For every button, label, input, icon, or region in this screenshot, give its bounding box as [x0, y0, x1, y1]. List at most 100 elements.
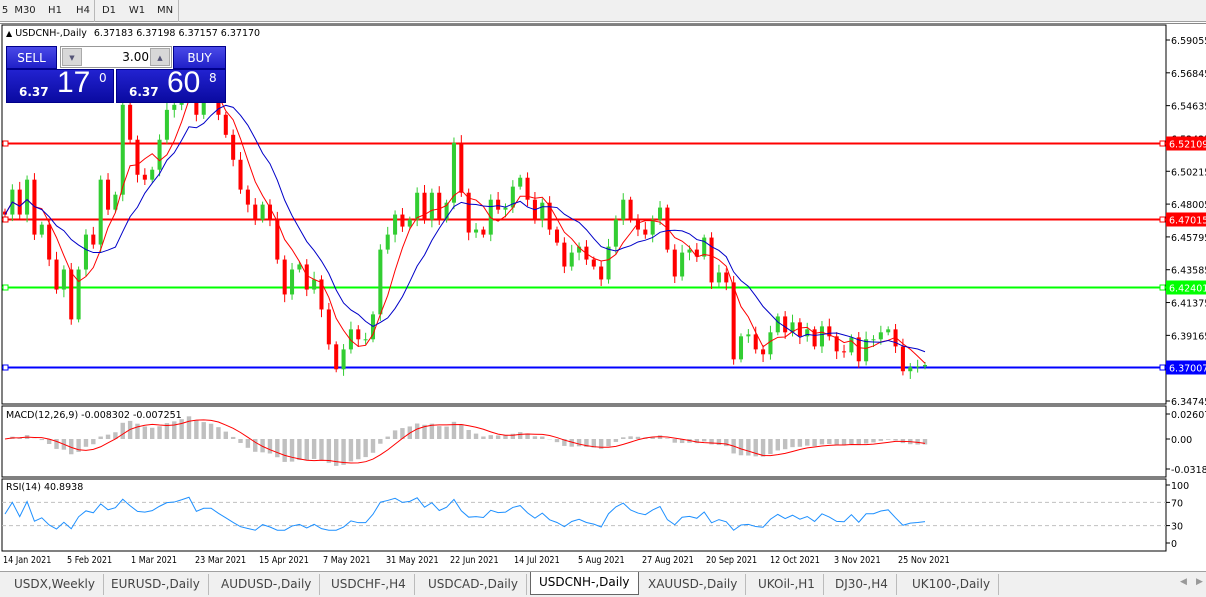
- price-tick-label: 6.45795: [1171, 233, 1206, 244]
- collapse-triangle-icon[interactable]: ▲: [6, 29, 13, 38]
- candle-body: [459, 142, 464, 193]
- level-price-badge: [1166, 136, 1206, 151]
- timeframe-w1[interactable]: W1: [128, 5, 146, 16]
- timeframe-d1[interactable]: D1: [101, 5, 117, 16]
- candle-body: [503, 207, 508, 210]
- timeframe-mn[interactable]: MN: [156, 5, 174, 16]
- chart-tab[interactable]: USDX,Weekly: [6, 574, 104, 595]
- candle-body: [164, 109, 169, 140]
- candle: [304, 259, 309, 297]
- buy-button[interactable]: BUY: [173, 46, 226, 69]
- date-tick-label: 15 Apr 2021: [258, 555, 309, 566]
- buy-price[interactable]: 6.37 60 8: [116, 66, 226, 103]
- candle: [415, 187, 420, 227]
- candle: [363, 332, 368, 345]
- macd-label: MACD(12,26,9) -0.008302 -0.007251: [6, 410, 182, 421]
- sell-price[interactable]: 6.37 17 0: [6, 66, 114, 103]
- candle: [54, 251, 59, 294]
- candle: [628, 196, 633, 223]
- level-price-badge: [1166, 212, 1206, 227]
- candle: [25, 175, 30, 223]
- candle-body: [245, 189, 250, 205]
- candle-body: [378, 249, 383, 315]
- increase-lot-icon[interactable]: ▲: [150, 48, 170, 66]
- candle: [716, 264, 721, 287]
- candle: [768, 325, 773, 360]
- candle-body: [113, 194, 118, 210]
- candle-body: [599, 266, 604, 280]
- chart-tab[interactable]: XAUUSD-,Daily: [640, 574, 747, 595]
- scroll-left-icon[interactable]: ◀: [1180, 577, 1187, 587]
- candle-body: [69, 269, 74, 320]
- date-tick-label: 20 Sep 2021: [705, 555, 758, 566]
- candle: [172, 100, 177, 118]
- date-tick-label: 7 May 2021: [322, 555, 371, 566]
- chart-tab[interactable]: USDCAD-,Daily: [420, 574, 527, 595]
- candle-body: [223, 114, 228, 135]
- candle-body: [922, 364, 928, 367]
- candle-body: [687, 249, 692, 253]
- candle: [422, 185, 427, 224]
- candle: [643, 221, 648, 239]
- chart-tab[interactable]: EURUSD-,Daily: [103, 574, 209, 595]
- lot-size-stepper[interactable]: ▼ 3.00 ▲: [60, 46, 172, 68]
- level-handle: [2, 364, 9, 371]
- lot-size-input[interactable]: 3.00: [122, 50, 149, 64]
- candle-body: [878, 332, 883, 340]
- candle-body: [672, 249, 677, 277]
- candle-body: [400, 214, 405, 227]
- candle-body: [326, 309, 331, 345]
- candle: [900, 338, 905, 376]
- candle: [621, 193, 626, 225]
- candle: [290, 262, 295, 300]
- chart-tab[interactable]: UK100-,Daily: [904, 574, 1000, 595]
- chart-tab[interactable]: AUDUSD-,Daily: [213, 574, 321, 595]
- candle-body: [150, 169, 155, 180]
- sell-button[interactable]: SELL: [6, 46, 57, 69]
- candle-body: [635, 219, 640, 230]
- candle-body: [753, 334, 758, 350]
- chart-tab[interactable]: UKOil-,H1: [750, 574, 824, 595]
- candle-body: [680, 252, 685, 277]
- date-tick-label: 31 May 2021: [386, 555, 440, 566]
- level-price-label: 6.52109: [1169, 140, 1206, 151]
- chart-tab[interactable]: USDCHF-,H4: [323, 574, 415, 595]
- candle: [613, 215, 618, 255]
- decrease-lot-icon[interactable]: ▼: [62, 48, 82, 66]
- date-tick-label: 14 Jan 2021: [3, 555, 52, 566]
- timeframe-h1[interactable]: H1: [48, 5, 62, 16]
- candle-body: [658, 207, 663, 220]
- level-handle: [1159, 364, 1166, 371]
- timeframe-m30[interactable]: M30: [14, 5, 36, 16]
- level-price-label: 6.37007: [1169, 364, 1206, 375]
- candle: [812, 326, 817, 350]
- candle-body: [591, 259, 596, 267]
- chart-tab[interactable]: USDCNH-,Daily: [530, 572, 639, 595]
- candle: [113, 191, 118, 213]
- candle: [326, 302, 331, 350]
- candle: [738, 333, 744, 363]
- candle-body: [348, 329, 353, 350]
- level-price-label: 6.42401: [1169, 284, 1206, 295]
- macd-signal-line: [4, 419, 926, 464]
- candle-body: [91, 234, 96, 245]
- price-tick-label: 6.54635: [1171, 102, 1206, 113]
- candle: [128, 97, 133, 144]
- candle-body: [540, 202, 545, 220]
- candle: [451, 137, 456, 210]
- candle-body: [577, 246, 582, 253]
- chart-tab[interactable]: DJ30-,H4: [827, 574, 897, 595]
- timeframe-5[interactable]: 5: [1, 5, 9, 16]
- chart-canvas[interactable]: 6.590556.568456.546356.524256.502156.480…: [0, 0, 1206, 571]
- timeframe-toolbar: 5 M30 H1 H4 D1 W1 MN: [0, 0, 1206, 22]
- candle: [245, 185, 250, 213]
- candle-body: [915, 366, 920, 368]
- candle-body: [282, 259, 287, 295]
- candle-body: [267, 204, 272, 220]
- scroll-right-icon[interactable]: ▶: [1196, 577, 1203, 587]
- candle-body: [437, 192, 442, 220]
- timeframe-h4[interactable]: H4: [76, 5, 90, 16]
- candle: [842, 344, 847, 358]
- candle: [886, 326, 891, 336]
- candle-body: [554, 229, 560, 243]
